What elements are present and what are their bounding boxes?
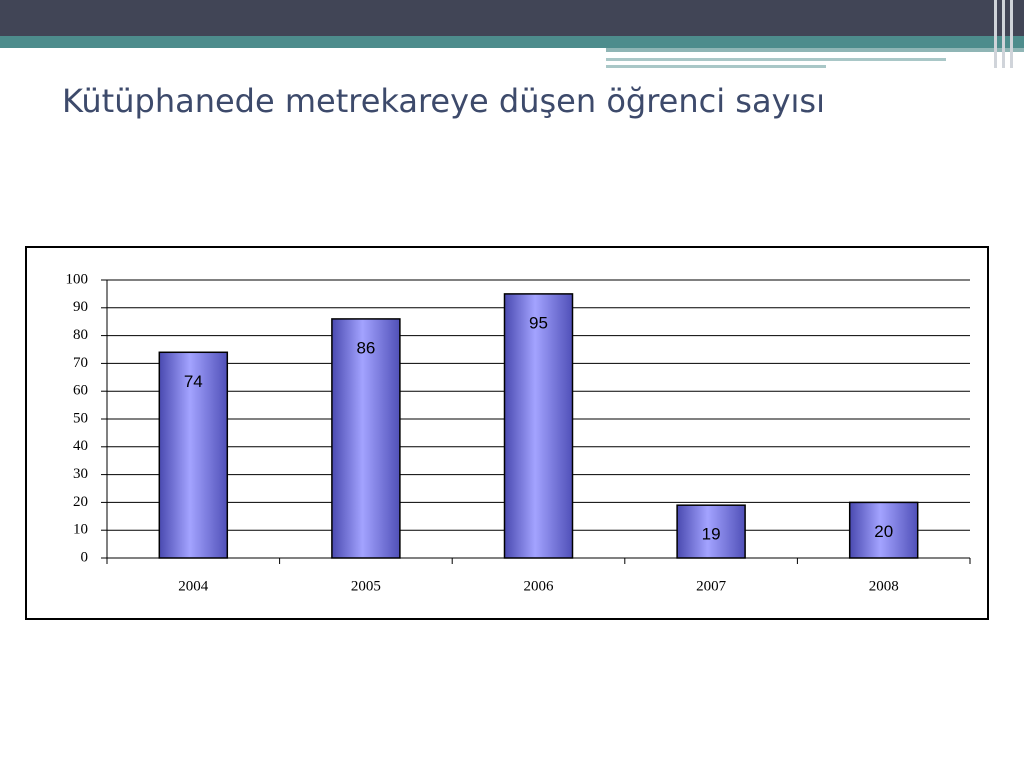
y-tick-label: 90 bbox=[73, 299, 88, 315]
header-stripe bbox=[0, 36, 1024, 48]
header-line bbox=[606, 48, 1024, 52]
header-line bbox=[994, 0, 997, 68]
slide-title: Kütüphanede metrekareye düşen öğrenci sa… bbox=[62, 82, 825, 120]
bar bbox=[158, 351, 229, 559]
y-tick-label: 0 bbox=[81, 549, 89, 565]
header-bar bbox=[0, 0, 1024, 36]
x-tick-label: 2004 bbox=[178, 578, 209, 594]
value-label: 95 bbox=[529, 313, 548, 332]
header-line bbox=[1010, 0, 1013, 68]
bar bbox=[503, 293, 574, 559]
header-line bbox=[1002, 0, 1005, 68]
y-tick-label: 80 bbox=[73, 327, 88, 343]
y-tick-label: 70 bbox=[73, 355, 88, 371]
bar bbox=[331, 318, 401, 559]
y-tick-label: 40 bbox=[73, 438, 88, 454]
x-tick-label: 2007 bbox=[696, 578, 727, 594]
value-label: 19 bbox=[702, 525, 721, 544]
y-tick-label: 20 bbox=[73, 494, 88, 510]
value-label: 20 bbox=[874, 522, 893, 541]
y-tick-label: 100 bbox=[66, 271, 89, 287]
bar bbox=[848, 501, 919, 559]
value-label: 74 bbox=[184, 372, 203, 391]
header-line bbox=[606, 65, 826, 68]
x-tick-label: 2005 bbox=[351, 578, 381, 594]
y-tick-label: 50 bbox=[73, 410, 88, 426]
x-tick-label: 2006 bbox=[524, 578, 555, 594]
x-tick-label: 2008 bbox=[869, 578, 899, 594]
y-tick-label: 60 bbox=[73, 383, 88, 399]
value-label: 86 bbox=[356, 338, 375, 357]
header-line bbox=[606, 58, 946, 61]
bar bbox=[676, 504, 746, 559]
y-tick-label: 10 bbox=[73, 522, 88, 538]
y-tick-label: 30 bbox=[73, 466, 88, 482]
